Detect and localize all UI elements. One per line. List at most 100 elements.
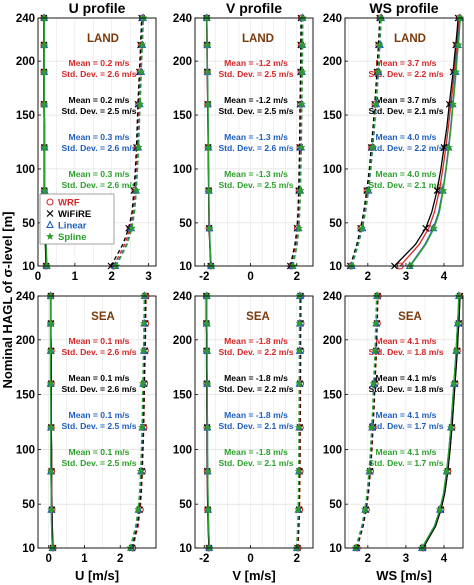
data-point xyxy=(46,423,55,431)
legend-entry: Spline xyxy=(45,232,87,243)
data-point xyxy=(127,223,137,232)
stat-std: Std. Dev. = 2.5 m/s xyxy=(218,69,293,79)
data-point xyxy=(298,40,307,49)
x-tick-label: 0 xyxy=(46,553,52,565)
data-point xyxy=(203,67,212,76)
stat-mean: Mean = 4.0 m/s xyxy=(376,169,437,179)
stat-mean: Mean = -1.3 m/s xyxy=(224,132,288,142)
data-point xyxy=(369,379,378,388)
plot-frame xyxy=(344,17,464,267)
x-axis-label: U [m/s] xyxy=(75,568,119,583)
y-tick-label: 50 xyxy=(179,499,192,511)
data-point xyxy=(375,40,384,49)
y-tick-label: 240 xyxy=(323,13,342,25)
x-tick-label: 1 xyxy=(81,553,88,565)
region-label: LAND xyxy=(87,33,119,45)
data-point xyxy=(40,143,49,151)
series-line xyxy=(206,17,212,267)
y-tick-label: 200 xyxy=(323,335,342,347)
data-point xyxy=(136,466,145,475)
series-line xyxy=(129,296,145,549)
x-tick-label: 0 xyxy=(35,271,41,283)
x-tick-label: -2 xyxy=(199,271,209,283)
data-point xyxy=(358,223,367,232)
data-point xyxy=(367,423,376,431)
legend-marker xyxy=(46,198,54,206)
y-tick-label: 150 xyxy=(16,390,35,402)
data-point xyxy=(444,143,454,151)
plot-frame xyxy=(37,17,157,267)
y-tick-label: 150 xyxy=(173,390,192,402)
x-axis-label: WS [m/s] xyxy=(376,568,432,583)
plot-frame xyxy=(37,295,157,549)
series-line xyxy=(289,18,302,267)
data-point xyxy=(40,99,49,108)
stat-mean: Mean = 0.3 m/s xyxy=(69,169,130,179)
y-tick-label: 200 xyxy=(173,335,192,347)
data-point xyxy=(204,143,213,151)
series-line xyxy=(206,296,210,549)
series-line xyxy=(399,17,460,267)
y-tick-label: 10 xyxy=(22,261,35,273)
stat-mean: Mean = -1.2 m/s xyxy=(224,58,288,68)
data-point xyxy=(452,67,461,76)
stat-mean: Mean = 0.1 m/s xyxy=(69,336,130,346)
series-line xyxy=(131,296,147,549)
data-point xyxy=(371,99,380,108)
x-tick-label: 0 xyxy=(247,553,253,565)
stat-std: Std. Dev. = 2.2 m/s xyxy=(368,69,443,79)
data-point xyxy=(449,379,458,388)
stat-std: Std. Dev. = 2.5 m/s xyxy=(218,180,293,190)
legend-label: WiFiRE xyxy=(58,209,91,220)
plot-frame xyxy=(194,295,314,549)
x-tick-label: 3 xyxy=(403,553,409,565)
stat-std: Std. Dev. = 2.5 m/s xyxy=(61,421,136,431)
data-point xyxy=(139,346,148,355)
data-point xyxy=(368,143,377,151)
plot-frame xyxy=(344,295,464,549)
stat-mean: Mean = 3.7 m/s xyxy=(376,58,437,68)
x-tick-label: 2 xyxy=(294,271,300,283)
y-tick-label: 100 xyxy=(323,444,342,456)
data-point xyxy=(136,99,145,108)
data-point xyxy=(205,223,214,232)
stat-std: Std. Dev. = 2.6 m/s xyxy=(61,180,136,190)
y-tick-label: 200 xyxy=(16,56,35,68)
y-tick-label: 150 xyxy=(323,390,342,402)
y-tick-label: 100 xyxy=(173,164,192,176)
plot-area xyxy=(38,296,156,548)
stat-mean: Mean = 0.2 m/s xyxy=(69,95,130,105)
legend-entry: Linear xyxy=(46,220,87,232)
y-tick-label: 10 xyxy=(329,261,342,273)
data-point xyxy=(40,186,49,195)
stat-mean: Mean = -1.8 m/s xyxy=(224,410,288,420)
data-point xyxy=(132,186,141,195)
x-tick-label: -2 xyxy=(199,553,209,565)
stat-mean: Mean = 4.1 m/s xyxy=(376,410,437,420)
stat-std: Std. Dev. = 2.1 m/s xyxy=(368,180,443,190)
x-tick-label: 4 xyxy=(441,271,448,283)
data-point xyxy=(371,319,380,327)
y-tick-label: 200 xyxy=(173,56,192,68)
data-point xyxy=(297,143,306,151)
y-tick-label: 100 xyxy=(173,444,192,456)
y-tick-label: 150 xyxy=(16,110,35,122)
x-axis-label: V [m/s] xyxy=(232,568,275,583)
series-line xyxy=(394,17,459,267)
data-point xyxy=(137,423,147,431)
series-line xyxy=(356,295,379,549)
legend-label: Linear xyxy=(58,221,87,232)
x-tick-label: 2 xyxy=(294,553,300,565)
stat-mean: Mean = 0.2 m/s xyxy=(69,58,130,68)
y-tick-label: 100 xyxy=(16,444,35,456)
stat-mean: Mean = -1.8 m/s xyxy=(224,447,288,457)
y-tick-label: 240 xyxy=(323,291,342,303)
stat-mean: Mean = 0.1 m/s xyxy=(69,373,130,383)
data-point xyxy=(454,40,463,49)
